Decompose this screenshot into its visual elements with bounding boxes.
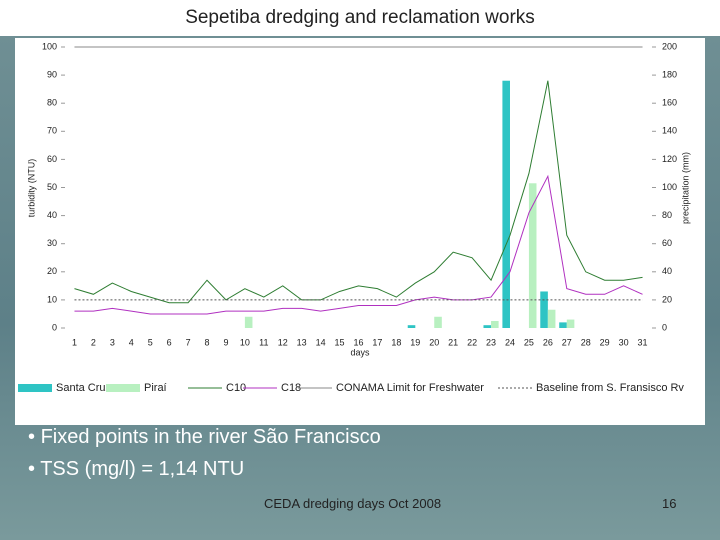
y-tick-label: 90 xyxy=(47,69,57,79)
bullet: • TSS (mg/l) = 1,14 NTU xyxy=(28,458,245,480)
x-tick-label: 6 xyxy=(167,337,172,347)
legend-label: Santa Cruz xyxy=(56,382,111,394)
y-tick-label: 60 xyxy=(47,154,57,164)
x-tick-label: 2 xyxy=(91,337,96,347)
x-tick-label: 23 xyxy=(486,337,496,347)
y-axis-label: turbidity (NTU) xyxy=(26,159,36,218)
y2-tick-label: 60 xyxy=(662,238,672,248)
x-tick-label: 7 xyxy=(186,337,191,347)
x-tick-label: 24 xyxy=(505,337,515,347)
x-tick-label: 16 xyxy=(353,337,363,347)
x-tick-label: 15 xyxy=(335,337,345,347)
bullet-text: TSS (mg/l) = 1,14 NTU xyxy=(40,458,245,480)
x-tick-label: 3 xyxy=(110,337,115,347)
x-tick-label: 19 xyxy=(410,337,420,347)
x-tick-label: 20 xyxy=(429,337,439,347)
footer: CEDA dredging days Oct 2008 xyxy=(264,496,442,511)
x-tick-label: 27 xyxy=(562,337,572,347)
x-tick-label: 4 xyxy=(129,337,134,347)
x-tick-label: 12 xyxy=(278,337,288,347)
bullet-text: Fixed points in the river São Francisco xyxy=(40,426,381,448)
bar xyxy=(434,316,442,328)
chart-title: Sepetiba dredging and reclamation works xyxy=(185,7,535,28)
y2-tick-label: 140 xyxy=(662,126,677,136)
y-tick-label: 20 xyxy=(47,266,57,276)
x-tick-label: 30 xyxy=(619,337,629,347)
y-tick-label: 80 xyxy=(47,98,57,108)
x-tick-label: 13 xyxy=(297,337,307,347)
bar xyxy=(244,316,253,328)
x-tick-label: 22 xyxy=(467,337,477,347)
x-tick-label: 5 xyxy=(148,337,153,347)
y-tick-label: 70 xyxy=(47,126,57,136)
line xyxy=(74,174,643,315)
x-tick-label: 1 xyxy=(72,337,77,347)
x-tick-label: 21 xyxy=(448,337,458,347)
legend-label: CONAMA Limit for Freshwater xyxy=(336,382,484,394)
legend-swatch xyxy=(106,384,140,392)
bar xyxy=(483,325,492,328)
x-tick-label: 28 xyxy=(581,337,591,347)
x-tick-label: 29 xyxy=(600,337,610,347)
y-tick-label: 0 xyxy=(52,322,57,332)
bar xyxy=(528,183,537,328)
bar xyxy=(547,309,556,328)
y-tick-label: 40 xyxy=(47,210,57,220)
legend-label: Piraí xyxy=(144,382,167,394)
x-tick-label: 10 xyxy=(240,337,250,347)
y2-tick-label: 100 xyxy=(662,182,677,192)
y-tick-label: 30 xyxy=(47,238,57,248)
bar xyxy=(491,320,499,328)
y2-tick-label: 160 xyxy=(662,98,677,108)
x-tick-label: 11 xyxy=(259,337,268,347)
y2-tick-label: 120 xyxy=(662,154,677,164)
bar xyxy=(540,291,548,328)
bullet: • Fixed points in the river São Francisc… xyxy=(28,426,381,448)
legend-label: Baseline from S. Fransisco Rv xyxy=(536,382,684,394)
chart-area xyxy=(15,38,705,425)
y2-tick-label: 80 xyxy=(662,210,672,220)
bar xyxy=(407,325,416,328)
chart: Sepetiba dredging and reclamation works … xyxy=(15,7,705,425)
y2-tick-label: 20 xyxy=(662,294,672,304)
y2-tick-label: 40 xyxy=(662,266,672,276)
x-tick-label: 17 xyxy=(372,337,382,347)
y2-tick-label: 0 xyxy=(662,322,667,332)
x-tick-label: 26 xyxy=(543,337,553,347)
line xyxy=(74,80,643,304)
x-tick-label: 25 xyxy=(524,337,534,347)
x-tick-label: 8 xyxy=(205,337,210,347)
y2-tick-label: 200 xyxy=(662,41,677,51)
bar xyxy=(502,80,510,328)
bar xyxy=(566,319,575,328)
bar xyxy=(559,322,567,328)
x-tick-label: 18 xyxy=(391,337,401,347)
y2-tick-label: 180 xyxy=(662,69,677,79)
y-tick-label: 50 xyxy=(47,182,57,192)
y-tick-label: 10 xyxy=(47,294,57,304)
x-axis-label: days xyxy=(350,347,370,357)
legend-label: C18 xyxy=(281,382,301,394)
y-tick-label: 100 xyxy=(42,41,57,51)
x-tick-label: 14 xyxy=(316,337,326,347)
y2-axis-label: precipitation (mm) xyxy=(680,152,690,224)
legend-label: C10 xyxy=(226,382,246,394)
page-number: 16 xyxy=(662,496,677,511)
x-tick-label: 31 xyxy=(638,337,648,347)
x-tick-label: 9 xyxy=(223,337,228,347)
legend-swatch xyxy=(18,384,52,392)
